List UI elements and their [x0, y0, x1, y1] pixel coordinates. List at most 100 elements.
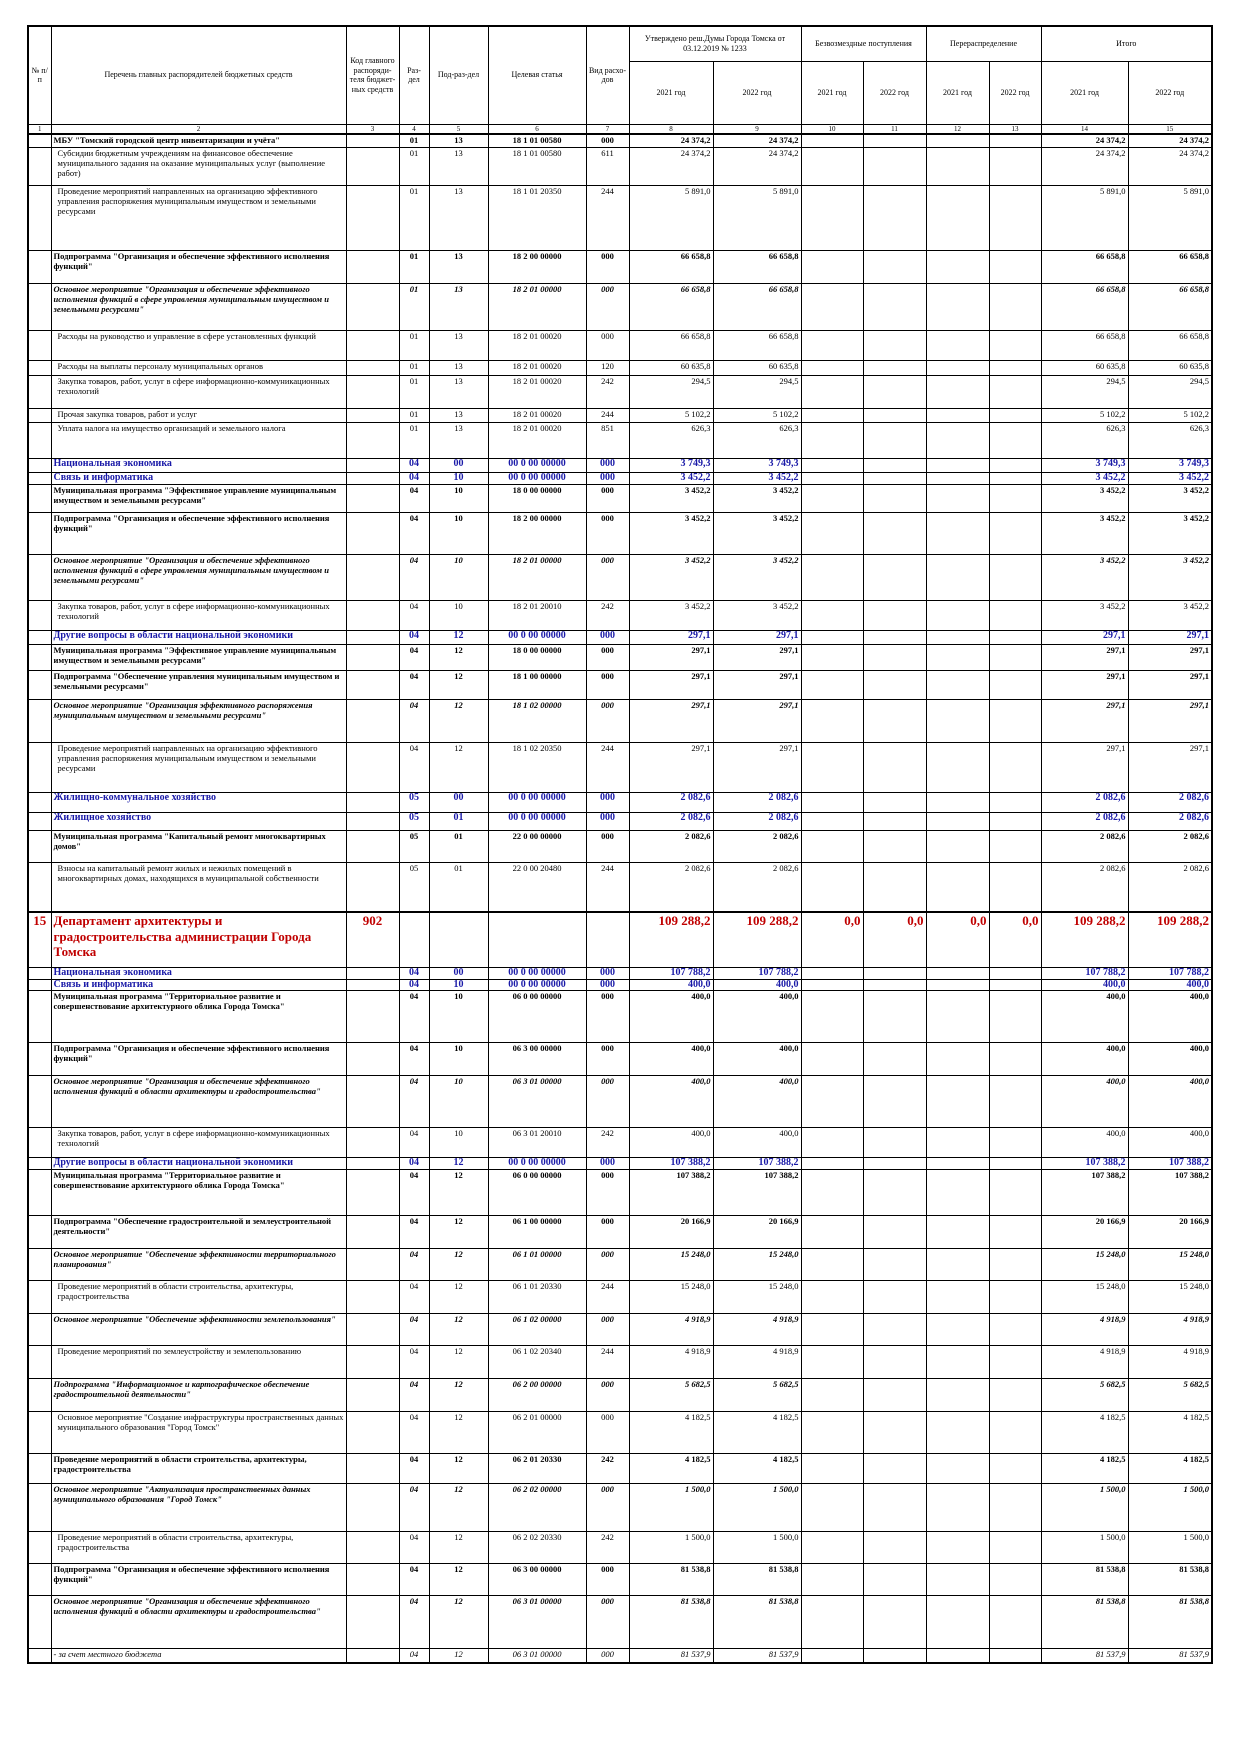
- cell: 2 082,6: [712, 811, 802, 831]
- cell: 06 1 01 00000: [487, 1247, 587, 1281]
- cell: [925, 408, 990, 423]
- cell: [27, 422, 52, 459]
- cell: 81 537,9: [1040, 1647, 1129, 1664]
- cell: 00: [428, 458, 489, 473]
- cell: 400,0: [1040, 978, 1129, 991]
- cell: 05: [398, 861, 430, 913]
- cell: 10: [428, 978, 489, 991]
- cell: [800, 978, 864, 991]
- cell: [862, 811, 927, 831]
- cell: 0,0: [988, 911, 1042, 968]
- cell: 107 788,2: [628, 966, 714, 980]
- year-header: 2021 год: [925, 60, 990, 125]
- cell: 12: [428, 1312, 489, 1346]
- cell: [925, 553, 990, 601]
- cell: [345, 133, 400, 148]
- cell: 04: [398, 1214, 430, 1249]
- cell: [345, 1247, 400, 1281]
- table-row: Взносы на капитальный ремонт жилых и неж…: [27, 861, 1213, 913]
- cell: 06 1 02 00000: [487, 1312, 587, 1346]
- cell: 04: [398, 483, 430, 513]
- cell: [862, 330, 927, 361]
- cell: [345, 511, 400, 555]
- cell: Подпрограмма "Организация и обеспечение …: [50, 1042, 347, 1076]
- cell: [925, 511, 990, 555]
- cell: 294,5: [1040, 375, 1129, 409]
- cell: 4 182,5: [1040, 1452, 1129, 1484]
- cell: 66 658,8: [628, 250, 714, 284]
- number-row: 1 2 3 4 5 6 7 8 9 10 11 12 13 14 15: [27, 123, 1213, 135]
- cell: 18 2 01 20010: [487, 599, 587, 631]
- cell: [800, 360, 864, 376]
- cell: [27, 1168, 52, 1216]
- cell: Основное мероприятие "Организация и обес…: [50, 1075, 347, 1128]
- cell: 00: [428, 791, 489, 813]
- table-row: Основное мероприятие "Организация и обес…: [27, 283, 1213, 331]
- cell: [925, 458, 990, 473]
- cell: 00 0 00 00000: [487, 978, 587, 991]
- cell: 66 658,8: [1040, 250, 1129, 284]
- cell: 06 2 02 00000: [487, 1482, 587, 1532]
- cell: 5 891,0: [712, 185, 802, 251]
- cell: [800, 1127, 864, 1158]
- cell: 04: [398, 1157, 430, 1170]
- header-cell: Под-раз-дел: [428, 25, 489, 125]
- cell: 244: [585, 1344, 630, 1379]
- table-row: Проведение мероприятий в области строите…: [27, 1530, 1213, 1564]
- cell: [862, 1562, 927, 1596]
- cell: 15 248,0: [712, 1247, 802, 1281]
- cell: 81 538,8: [1127, 1594, 1213, 1649]
- cell: [925, 1562, 990, 1596]
- cell: [585, 911, 630, 968]
- cell: [345, 1168, 400, 1216]
- cell: 20 166,9: [712, 1214, 802, 1249]
- cell: 01: [398, 408, 430, 423]
- cell: [345, 1410, 400, 1454]
- cell: 01: [398, 360, 430, 376]
- cell: [345, 1452, 400, 1484]
- cell: [925, 1410, 990, 1454]
- cell: [988, 511, 1042, 555]
- cell: 000: [585, 458, 630, 473]
- cell: [862, 1312, 927, 1346]
- cell: 04: [398, 978, 430, 991]
- table-row: Муниципальная программа "Территориальное…: [27, 1168, 1213, 1216]
- cell: 10: [428, 1075, 489, 1128]
- cell: [345, 1344, 400, 1379]
- cell: Взносы на капитальный ремонт жилых и неж…: [50, 861, 347, 913]
- cell: 13: [428, 360, 489, 376]
- cell: 04: [398, 1647, 430, 1664]
- cell: [27, 483, 52, 513]
- cell: 24 374,2: [1127, 133, 1213, 148]
- cell: 3 452,2: [1040, 472, 1129, 485]
- cell: 12: [428, 698, 489, 743]
- table-row: Уплата налога на имущество организаций и…: [27, 422, 1213, 459]
- cell: [862, 1247, 927, 1281]
- cell: 107 388,2: [628, 1157, 714, 1170]
- cell: [925, 698, 990, 743]
- cell: 04: [398, 1410, 430, 1454]
- cell: [988, 1168, 1042, 1216]
- cell: 13: [428, 408, 489, 423]
- cell: [345, 1214, 400, 1249]
- cell: 000: [585, 1410, 630, 1454]
- cell: [345, 472, 400, 485]
- cell: [800, 990, 864, 1043]
- cell: [862, 643, 927, 671]
- cell: [345, 861, 400, 913]
- cell: 12: [428, 1647, 489, 1664]
- cell: Жилищно-коммунальное хозяйство: [50, 791, 347, 813]
- cell: 1 500,0: [628, 1530, 714, 1564]
- cell: 000: [585, 643, 630, 671]
- cell: [27, 375, 52, 409]
- cell: 81 538,8: [1040, 1562, 1129, 1596]
- cell: Другие вопросы в области национальной эк…: [50, 629, 347, 645]
- cell: 01: [398, 283, 430, 331]
- column-number: 15: [1127, 123, 1213, 135]
- cell: [345, 185, 400, 251]
- table-row: Другие вопросы в области национальной эк…: [27, 1157, 1213, 1170]
- cell: 10: [428, 553, 489, 601]
- cell: [862, 511, 927, 555]
- cell: [988, 990, 1042, 1043]
- cell: [800, 643, 864, 671]
